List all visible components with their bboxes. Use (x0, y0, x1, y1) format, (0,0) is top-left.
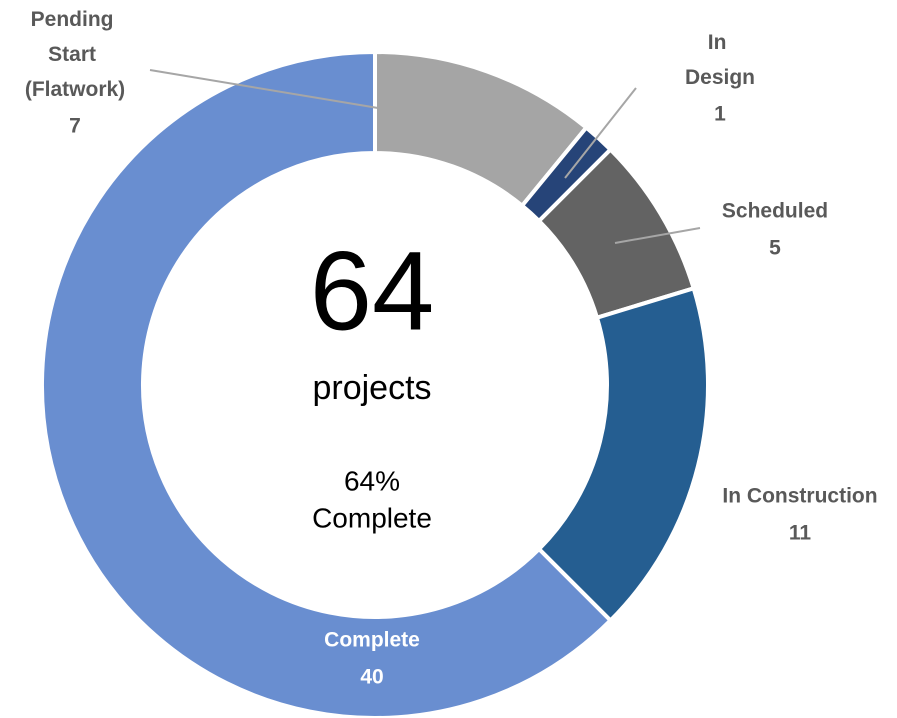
slice-value: 40 (360, 666, 383, 689)
leader-line (149, 69, 379, 109)
center-total: 64 (310, 229, 435, 354)
slices (40, 49, 710, 718)
center-caption: projects (312, 369, 431, 407)
slice-label: In Design (685, 31, 755, 89)
slice-label: Pending Start (Flatwork) (25, 8, 125, 101)
leader-line (564, 87, 637, 179)
center-percent: 64% (344, 465, 400, 496)
slice-value: 7 (69, 115, 81, 138)
labels: Pending Start (Flatwork) 7 In Design 1 Sched… (25, 8, 878, 689)
slice-value: 1 (714, 103, 726, 126)
slice-value: 5 (769, 237, 781, 260)
slice-value: 11 (789, 522, 812, 545)
center-percent-caption: Complete (312, 502, 432, 533)
leader-line (614, 227, 701, 244)
donut-slice (536, 285, 710, 624)
slice-label: Scheduled (722, 200, 828, 223)
slice-label: Complete (324, 629, 420, 652)
donut-slice (40, 49, 614, 718)
slice-label: In Construction (722, 485, 877, 508)
